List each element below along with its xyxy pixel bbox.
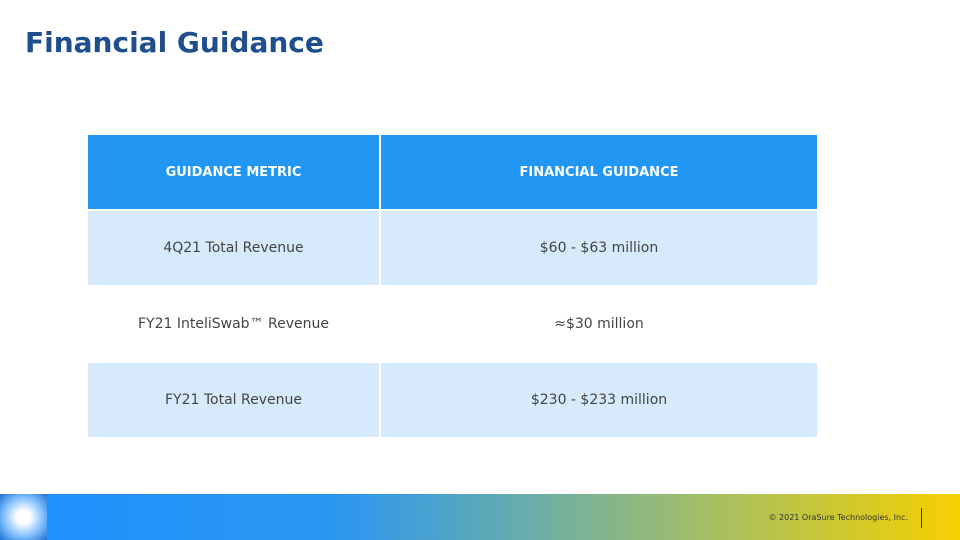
copyright: © 2021 OraSure Technologies, Inc. [768, 513, 908, 522]
divider [921, 508, 922, 528]
footer: © 2021 OraSure Technologies, Inc. [0, 494, 960, 540]
table-cell: 4Q21 Total Revenue [88, 210, 381, 287]
table-row: 4Q21 Total Revenue $60 - $63 million [88, 210, 819, 287]
title: Financial Guidance [25, 26, 324, 59]
table-cell: $60 - $63 million [380, 210, 819, 287]
logo [0, 494, 47, 540]
table-cell: FY21 Total Revenue [88, 362, 381, 439]
table-cell: FY21 InteliSwab™ Revenue [88, 286, 381, 363]
table-row: FY21 Total Revenue $230 - $233 million [88, 362, 819, 439]
column-header: GUIDANCE METRIC [88, 135, 381, 211]
guidance-table: GUIDANCE METRIC FINANCIAL GUIDANCE 4Q21 … [88, 135, 819, 439]
table-cell: ≈$30 million [380, 286, 819, 363]
table-cell: $230 - $233 million [380, 362, 819, 439]
table-row: FY21 InteliSwab™ Revenue ≈$30 million [88, 286, 819, 363]
column-header: FINANCIAL GUIDANCE [380, 135, 819, 211]
